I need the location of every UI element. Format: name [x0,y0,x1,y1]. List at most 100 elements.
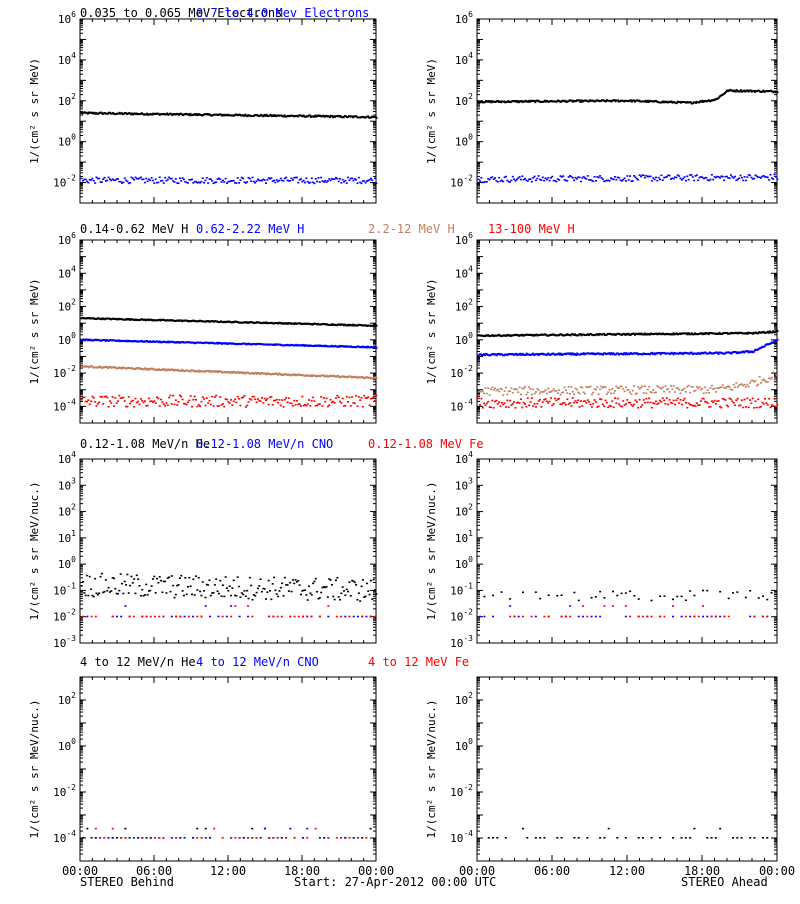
data-point [665,385,667,387]
data-point [485,387,487,389]
data-point [722,176,724,178]
data-point [760,177,762,179]
data-point [641,385,643,387]
data-point [296,400,298,402]
data-point [361,397,363,399]
data-point [524,403,526,405]
data-point [659,400,661,402]
data-point [622,400,624,402]
data-point [675,177,677,179]
data-point [174,597,176,599]
data-point [480,398,482,400]
data-point [611,400,613,402]
data-point [766,616,768,618]
data-point [202,396,204,398]
data-point [324,401,326,403]
data-point [249,577,251,579]
data-point [522,616,524,618]
data-point [616,595,618,597]
data-point [311,594,313,596]
data-point [749,382,751,384]
data-point [645,398,647,400]
data-point [626,399,628,401]
data-point [344,594,346,596]
data-point [774,379,776,381]
series-0-62-2-22-mev-h [81,338,378,348]
data-point [757,384,759,386]
data-point [771,592,773,594]
data-point [90,401,92,403]
data-point [536,403,538,405]
data-point [336,395,338,397]
data-point [172,585,174,587]
data-point [505,387,507,389]
data-point [327,596,329,598]
data-point [155,402,157,404]
data-point [169,591,171,593]
data-point [91,178,93,180]
data-point [564,387,566,389]
data-point [760,382,762,384]
data-point [242,397,244,399]
data-point [715,403,717,405]
data-point [338,396,340,398]
data-point [719,177,721,179]
data-point [235,595,237,597]
data-point [322,405,324,407]
data-point [319,403,321,405]
data-point [365,616,367,618]
data-point [217,616,219,618]
data-point [611,388,613,390]
data-point [591,616,593,618]
data-point [129,182,131,184]
data-point [549,180,551,182]
data-point [693,180,695,182]
data-point [737,386,739,388]
data-point [291,403,293,405]
data-point [697,179,699,181]
data-point [277,616,279,618]
data-point [607,407,609,409]
y-tick-label: 102 [455,503,473,519]
data-point [211,396,213,398]
data-point [732,592,734,594]
data-point [711,616,713,618]
data-point [373,183,375,185]
data-point [663,595,665,597]
data-point [663,391,665,393]
data-point [643,175,645,177]
data-point [153,400,155,402]
data-point [304,589,306,591]
data-point [85,179,87,181]
data-point [238,586,240,588]
data-point [645,392,647,394]
data-point [260,578,262,580]
data-point [498,401,500,403]
data-point [703,398,705,400]
data-point [696,402,698,404]
data-point [742,180,744,182]
data-point [256,592,258,594]
data-point [578,600,580,602]
data-point [243,590,245,592]
data-point [171,575,173,577]
data-point [534,176,536,178]
data-point [681,616,683,618]
series-0-62-2-22-mev-h [478,339,779,357]
data-point [536,388,538,390]
data-point [490,389,492,391]
data-point [534,393,536,395]
data-point [569,616,571,618]
plot-frame [80,240,376,423]
data-point [221,181,223,183]
data-point [543,391,545,393]
data-point [335,397,337,399]
data-point [736,591,738,593]
data-point [213,405,215,407]
series-0-14-0-62-mev-h [81,317,378,327]
data-point [602,404,604,406]
data-point [204,405,206,407]
data-point [222,616,224,618]
data-point [737,398,739,400]
